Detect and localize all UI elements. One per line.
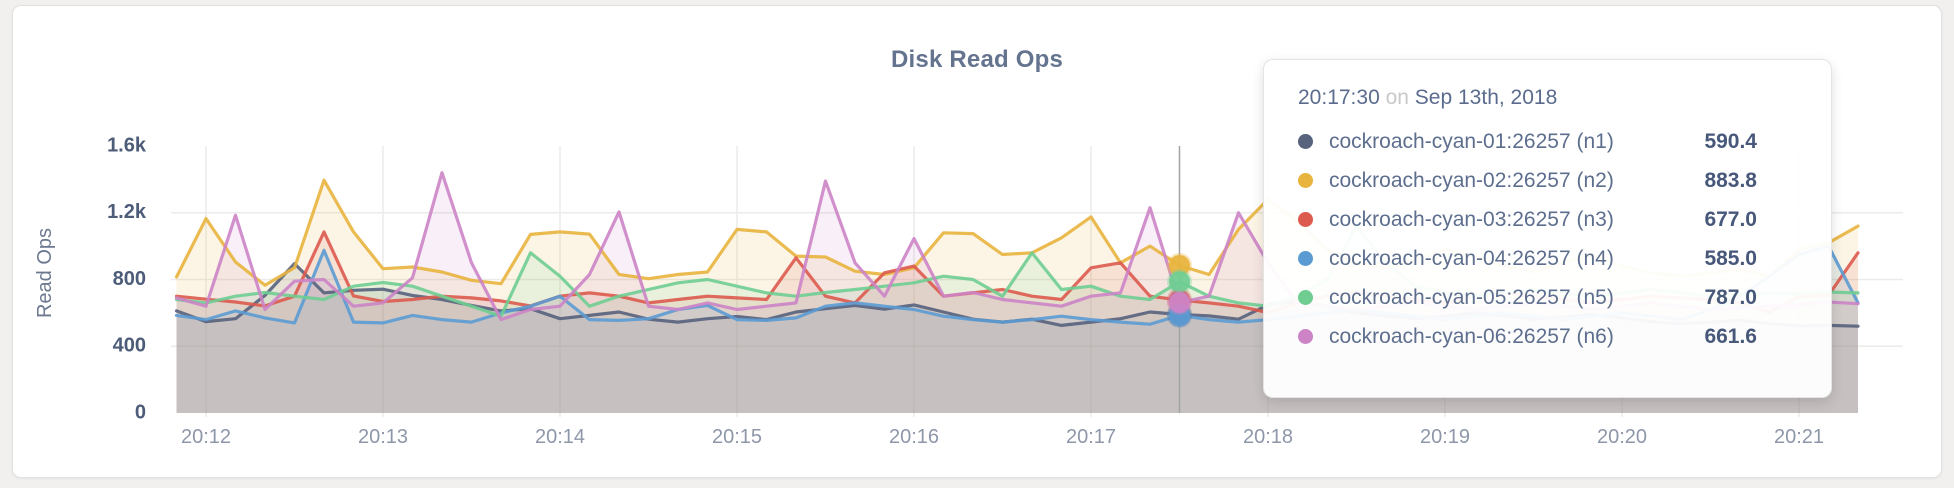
x-axis-tick-label: 20:15: [712, 426, 762, 448]
series-label: cockroach-cyan-02:26257 (n2): [1329, 168, 1614, 192]
x-axis-tick-label: 20:21: [1774, 426, 1824, 448]
tooltip-conjunction: on: [1385, 86, 1409, 109]
axis-tick-layer: 20:12 20:13 20:14 20:15 20:16 20:17 20:18 20:19…: [107, 134, 1824, 448]
x-axis-tick-label: 20:12: [181, 426, 231, 448]
tooltip-row: cockroach-cyan-05:26257 (n5) 787.0: [1298, 278, 1797, 317]
hover-dot-n6: [1167, 290, 1192, 316]
x-axis-tick-label: 20:19: [1420, 426, 1470, 448]
y-axis-tick-label: 1.2k: [107, 201, 147, 223]
x-axis-tick-label: 20:18: [1243, 426, 1293, 448]
crosshair-layer: [1167, 146, 1192, 413]
series-color-dot-icon: [1298, 212, 1313, 227]
series-color-dot-icon: [1298, 173, 1313, 188]
series-color-dot-icon: [1298, 290, 1313, 305]
tooltip-rows: cockroach-cyan-01:26257 (n1) 590.4 cockroa…: [1298, 122, 1797, 356]
tooltip-date: Sep 13th, 2018: [1414, 86, 1558, 109]
series-color-dot-icon: [1298, 329, 1313, 344]
tooltip-row: cockroach-cyan-02:26257 (n2) 883.8: [1298, 161, 1797, 200]
tooltip-row: cockroach-cyan-03:26257 (n3) 677.0: [1298, 200, 1797, 239]
y-axis-tick-label: 800: [113, 268, 146, 290]
x-axis-tick-label: 20:20: [1597, 426, 1647, 448]
tooltip-row: cockroach-cyan-04:26257 (n4) 585.0: [1298, 239, 1797, 278]
series-label: cockroach-cyan-04:26257 (n4): [1329, 246, 1614, 270]
tooltip-time: 20:17:30: [1298, 86, 1380, 109]
hover-dot-n5: [1167, 269, 1192, 295]
x-axis-tick-label: 20:14: [535, 426, 585, 448]
y-axis-tick-label: 0: [135, 401, 146, 423]
series-label: cockroach-cyan-06:26257 (n6): [1329, 324, 1614, 348]
x-axis-tick-label: 20:17: [1066, 426, 1116, 448]
series-color-dot-icon: [1298, 251, 1313, 266]
chart-title: Disk Read Ops: [891, 46, 1063, 73]
y-axis-tick-label: 400: [113, 335, 146, 357]
series-label: cockroach-cyan-05:26257 (n5): [1329, 285, 1614, 309]
series-value: 590.4: [1704, 129, 1757, 153]
y-axis-title: Read Ops: [34, 228, 56, 318]
series-value: 585.0: [1704, 246, 1757, 270]
hover-tooltip: 20:17:30 on Sep 13th, 2018 cockroach-cya…: [1263, 59, 1832, 398]
series-value: 883.8: [1704, 168, 1757, 192]
tooltip-row: cockroach-cyan-01:26257 (n1) 590.4: [1298, 122, 1797, 161]
series-label: cockroach-cyan-03:26257 (n3): [1329, 207, 1614, 231]
y-axis-tick-label: 1.6k: [107, 134, 147, 156]
tooltip-header: 20:17:30 on Sep 13th, 2018: [1298, 86, 1797, 110]
series-value: 787.0: [1704, 285, 1757, 309]
series-value: 677.0: [1704, 207, 1757, 231]
x-axis-tick-label: 20:13: [358, 426, 408, 448]
chart-panel: Read Ops 20:12 20:13 20:14 20:15 20:16 20:17 2…: [12, 5, 1942, 478]
series-color-dot-icon: [1298, 134, 1313, 149]
series-label: cockroach-cyan-01:26257 (n1): [1329, 129, 1614, 153]
x-axis-tick-label: 20:16: [889, 426, 939, 448]
tooltip-row: cockroach-cyan-06:26257 (n6) 661.6: [1298, 317, 1797, 356]
series-value: 661.6: [1704, 324, 1757, 348]
